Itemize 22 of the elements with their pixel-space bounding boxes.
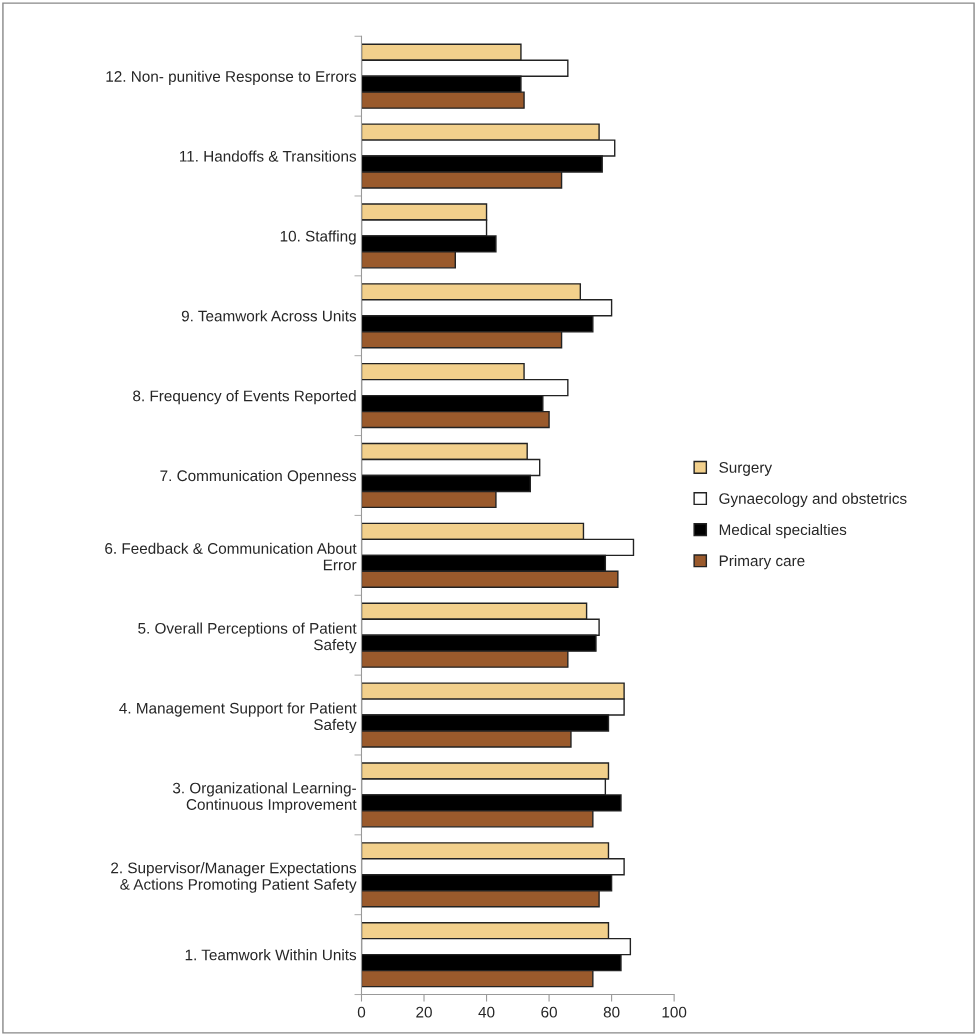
y-tick-label: 9. Teamwork Across Units [181, 310, 357, 322]
x-tick-label: 40 [478, 1006, 495, 1018]
y-tick-label: 6. Feedback & Communication About Error [105, 542, 357, 571]
x-tick-label: 100 [662, 1006, 687, 1018]
y-tick-label: 10. Staffing [280, 230, 356, 245]
y-tick-label: 11. Handoffs & Transitions [180, 150, 357, 162]
y-tick-label: 7. Communication Openness [160, 469, 357, 485]
legend-label: Medical specialties [719, 523, 847, 539]
y-tick-label: 5. Overall Perceptions of Patient Safety [138, 622, 357, 654]
x-tick-label: 60 [541, 1006, 557, 1018]
legend-label: Surgery [719, 462, 773, 476]
x-tick-label: 80 [603, 1006, 620, 1018]
x-tick-label: 0 [357, 1006, 366, 1018]
y-tick-label: 4. Management Support for Patient Safety [119, 702, 357, 734]
y-tick-label: 1. Teamwork Within Units [185, 949, 357, 961]
x-tick-label: 20 [416, 1006, 432, 1018]
y-tick-label: 8. Frequency of Events Reported [133, 390, 356, 405]
y-tick-label: 12. Non- punitive Response to Errors [106, 70, 357, 85]
legend-label: Gynaecology and obstetrics [719, 492, 907, 508]
legend-label: Primary care [719, 555, 805, 570]
y-tick-label: 3. Organizational Learning- Continuous Improvement [172, 782, 357, 813]
y-tick-label: 2. Supervisor/Manager Expectations & Actions Promoting Patient Safety [111, 862, 357, 893]
